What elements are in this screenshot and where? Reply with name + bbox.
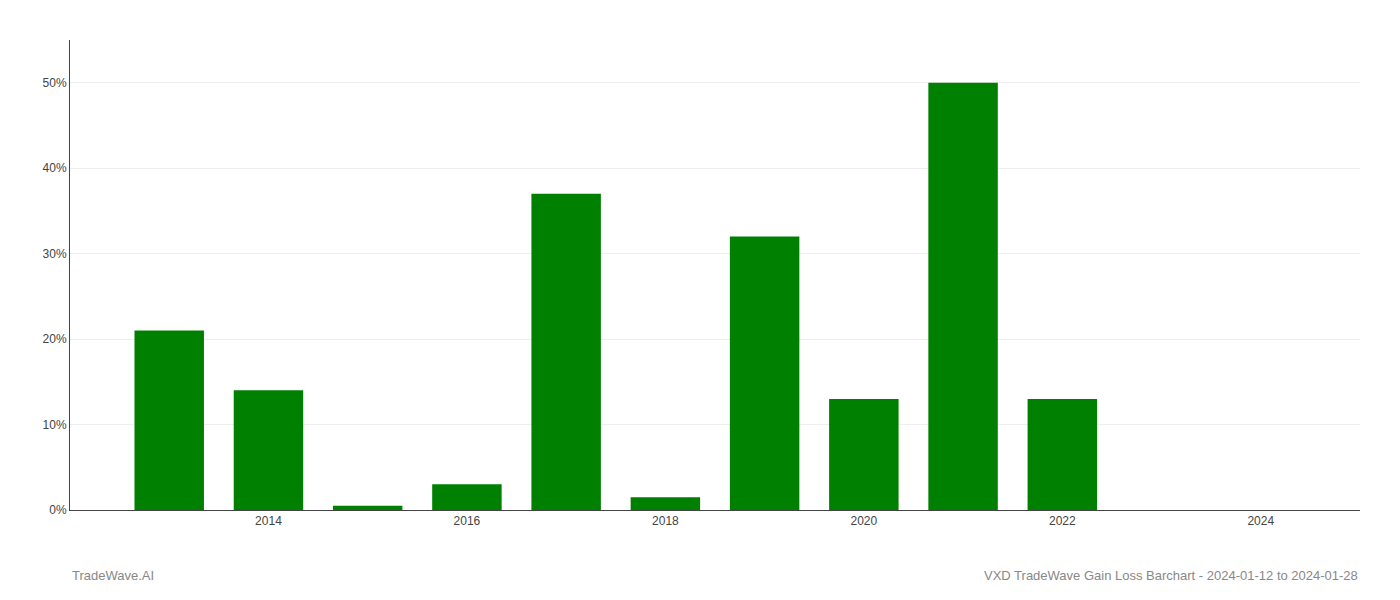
svg-text:20%: 20% (43, 332, 67, 346)
svg-text:2014: 2014 (255, 514, 282, 528)
svg-text:50%: 50% (43, 76, 67, 90)
svg-text:VXD TradeWave Gain Loss Barcha: VXD TradeWave Gain Loss Barchart - 2024-… (984, 568, 1358, 583)
svg-text:0%: 0% (49, 503, 67, 517)
svg-text:2020: 2020 (850, 514, 877, 528)
svg-text:2018: 2018 (652, 514, 679, 528)
svg-text:40%: 40% (43, 161, 67, 175)
svg-text:2024: 2024 (1247, 514, 1274, 528)
svg-text:TradeWave.AI: TradeWave.AI (72, 568, 154, 583)
svg-text:10%: 10% (43, 418, 67, 432)
svg-text:2022: 2022 (1049, 514, 1076, 528)
svg-text:2016: 2016 (454, 514, 481, 528)
svg-text:30%: 30% (43, 247, 67, 261)
